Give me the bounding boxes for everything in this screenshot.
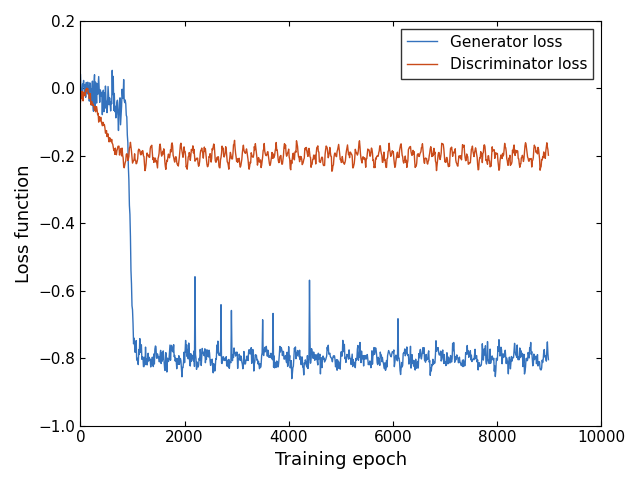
Discriminator loss (481, 150, 489, 155)
Generator loss (545, 357, 552, 363)
Generator loss (481, 343, 489, 348)
Discriminator loss (277, 152, 285, 158)
Generator loss (108, 67, 116, 73)
Discriminator loss (199, 151, 207, 156)
Discriminator loss (545, 152, 552, 158)
Generator loss (411, 358, 419, 364)
Generator loss (288, 376, 296, 381)
Line: Discriminator loss: Discriminator loss (81, 88, 548, 171)
Generator loss (77, 72, 84, 77)
Generator loss (199, 350, 207, 356)
Legend: Generator loss, Discriminator loss: Generator loss, Discriminator loss (401, 29, 593, 78)
Discriminator loss (128, 155, 136, 161)
Discriminator loss (430, 145, 438, 151)
Y-axis label: Loss function: Loss function (15, 164, 33, 283)
Generator loss (277, 345, 285, 350)
Discriminator loss (77, 99, 84, 105)
Generator loss (430, 359, 438, 364)
Discriminator loss (83, 85, 90, 91)
X-axis label: Training epoch: Training epoch (275, 451, 407, 469)
Discriminator loss (411, 158, 419, 164)
Generator loss (128, 303, 136, 309)
Line: Generator loss: Generator loss (81, 70, 548, 378)
Discriminator loss (328, 168, 336, 174)
